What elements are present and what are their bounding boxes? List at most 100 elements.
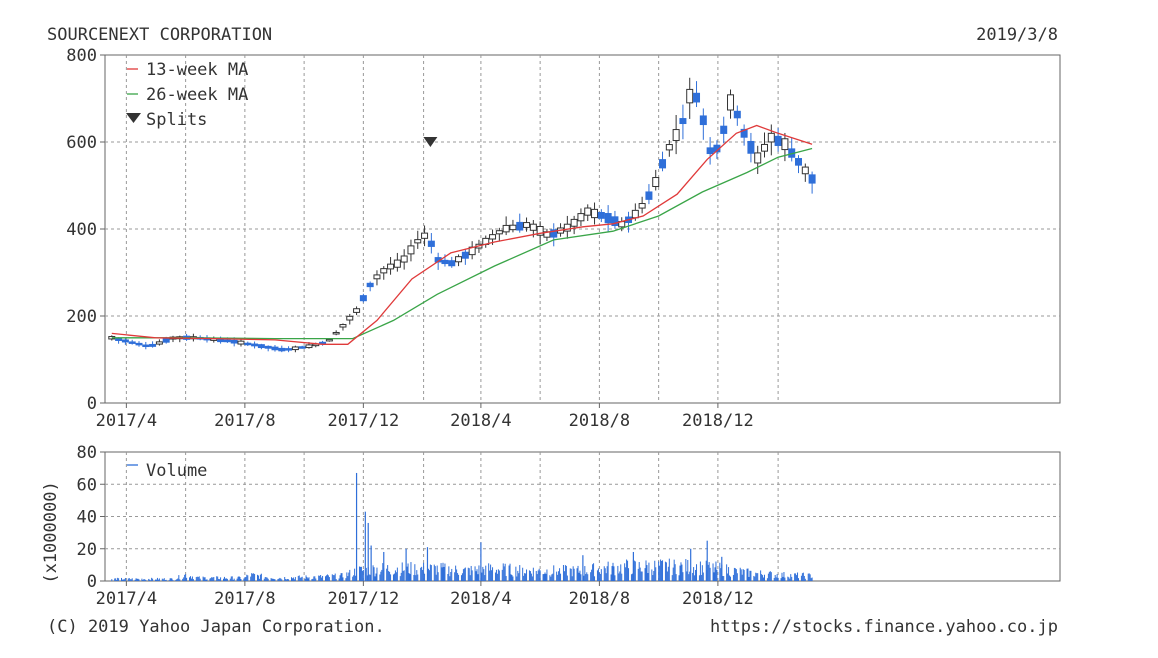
candle <box>604 205 612 233</box>
candle-down <box>230 339 238 344</box>
candle-up <box>387 263 395 270</box>
candle-down <box>278 347 286 352</box>
candle-down <box>795 158 803 166</box>
candle <box>591 202 599 225</box>
candle-up <box>523 222 531 228</box>
chart-date: 2019/3/8 <box>976 25 1058 45</box>
candle <box>414 230 422 249</box>
candle-down <box>516 221 524 231</box>
candle-up <box>665 144 673 151</box>
candle <box>699 108 707 140</box>
candle <box>135 341 143 347</box>
candle-down <box>149 343 157 347</box>
candle-up <box>577 213 585 222</box>
candle <box>495 227 503 242</box>
candle-up <box>638 203 646 209</box>
candle-up <box>536 226 544 236</box>
legend-label: 26-week MA <box>146 85 248 105</box>
candle <box>346 313 354 325</box>
candle <box>767 124 775 156</box>
candle-down <box>285 348 293 351</box>
volume-xtick-label: 2018/8 <box>569 589 630 609</box>
candle <box>149 341 157 348</box>
candle <box>353 306 361 316</box>
candle <box>455 254 463 267</box>
volume-xtick-label: 2017/4 <box>96 589 157 609</box>
candle <box>121 338 129 345</box>
candle <box>366 281 374 292</box>
candle <box>427 233 435 254</box>
candle <box>516 213 524 233</box>
candle <box>570 215 578 235</box>
candle-down <box>121 339 129 343</box>
candle-up <box>767 132 775 143</box>
candle <box>672 114 680 155</box>
candle-up <box>380 268 388 274</box>
candle <box>720 116 728 144</box>
candle <box>278 345 286 353</box>
source-url: https://stocks.finance.yahoo.co.jp <box>710 617 1058 637</box>
volume-ytick-label: 80 <box>77 443 97 463</box>
candle <box>502 216 510 236</box>
candle <box>774 128 782 152</box>
candle <box>679 104 687 140</box>
candle-up <box>346 315 354 321</box>
candle <box>550 223 558 247</box>
candle-up <box>495 230 503 235</box>
candle <box>509 219 517 233</box>
candle-down <box>251 343 259 347</box>
candle-up <box>570 218 578 227</box>
candle-up <box>591 208 599 219</box>
candle-up <box>353 308 361 313</box>
legend-split-icon <box>126 113 141 123</box>
price-xtick-label: 2018/8 <box>569 411 630 431</box>
candle-down <box>448 260 456 267</box>
candle <box>638 196 646 214</box>
volume-axis-label: (x1000000) <box>41 481 61 583</box>
candle <box>142 341 150 350</box>
candle-up <box>502 224 510 233</box>
legend-label: 13-week MA <box>146 60 248 80</box>
candle-up <box>672 129 680 142</box>
candle <box>257 343 265 350</box>
candle <box>686 77 694 119</box>
candle <box>339 323 347 331</box>
candle-up <box>631 209 639 219</box>
candle <box>523 217 531 232</box>
price-xtick-label: 2018/12 <box>682 411 754 431</box>
candle <box>448 256 456 268</box>
candle-down <box>733 110 741 119</box>
candle-down <box>461 251 469 259</box>
volume-xtick-label: 2017/12 <box>328 589 400 609</box>
candle <box>740 124 748 146</box>
candle-up <box>754 152 762 164</box>
candle-up <box>155 341 163 345</box>
candle <box>285 346 293 353</box>
candle-up <box>529 223 537 231</box>
candle <box>264 345 272 352</box>
price-xtick-label: 2017/12 <box>328 411 400 431</box>
candle-up <box>652 177 660 188</box>
candle <box>597 209 605 223</box>
volume-ytick-label: 40 <box>77 508 97 528</box>
candle <box>393 252 401 272</box>
volume-ytick-label: 0 <box>87 572 97 592</box>
volume-ytick-label: 60 <box>77 475 97 495</box>
candle-up <box>373 274 381 280</box>
candle-up <box>727 94 735 111</box>
price-xtick-label: 2017/8 <box>214 411 275 431</box>
candle-up <box>305 344 313 349</box>
legend-label: Volume <box>146 461 207 481</box>
price-xtick-label: 2018/4 <box>450 411 511 431</box>
candle-up <box>325 338 333 342</box>
candle-down <box>740 128 748 138</box>
volume-panel: 0 20 40 60 80 2017/4 2017/8 2017/12 2018/4 2018/8… <box>41 443 1061 609</box>
candle-down <box>264 345 272 349</box>
candle-down <box>611 216 619 227</box>
candle <box>387 257 395 275</box>
candle <box>733 105 741 126</box>
candle-up <box>332 331 340 335</box>
candle-down <box>679 118 687 125</box>
candle-up <box>509 224 517 231</box>
candle-down <box>115 337 123 341</box>
